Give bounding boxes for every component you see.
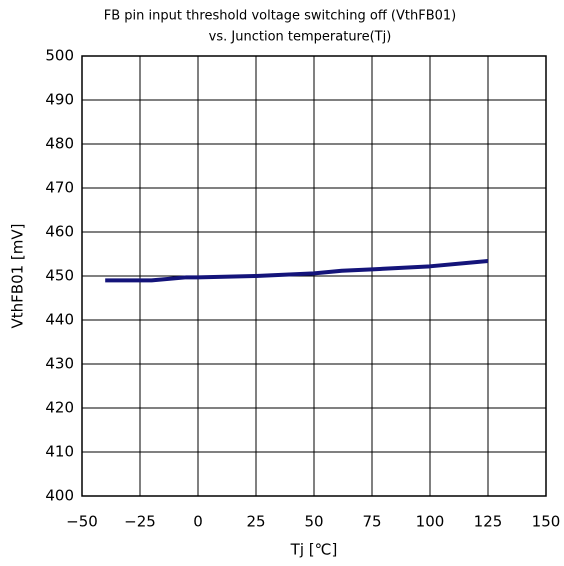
y-tick-label: 470 [45,179,74,197]
x-tick-label: 125 [474,513,503,531]
y-tick-label: 420 [45,399,74,417]
y-tick-label: 450 [45,267,74,285]
x-tick-label: 100 [416,513,445,531]
x-tick-label: 150 [532,513,561,531]
y-tick-label: 460 [45,223,74,241]
x-tick-label: 75 [362,513,381,531]
x-tick-label: 0 [193,513,203,531]
y-tick-label: 410 [45,443,74,461]
chart-title: FB pin input threshold voltage switching… [104,9,457,24]
x-axis-label: Tj [℃] [290,541,338,559]
y-tick-label: 440 [45,311,74,329]
plot-frame [81,55,547,497]
x-tick-label: 50 [304,513,323,531]
data-line [105,259,489,283]
x-tick-label: −50 [66,513,98,531]
y-tick-label: 400 [45,487,74,505]
y-axis-label: VthFB01 [mV] [9,224,27,329]
y-tick-label: 500 [45,47,74,65]
y-tick-label: 430 [45,355,74,373]
y-tick-label: 480 [45,135,74,153]
chart-subtitle: vs. Junction temperature(Tj) [209,30,392,45]
x-tick-label: −25 [124,513,156,531]
y-tick-label: 490 [45,91,74,109]
x-tick-label: 25 [246,513,265,531]
